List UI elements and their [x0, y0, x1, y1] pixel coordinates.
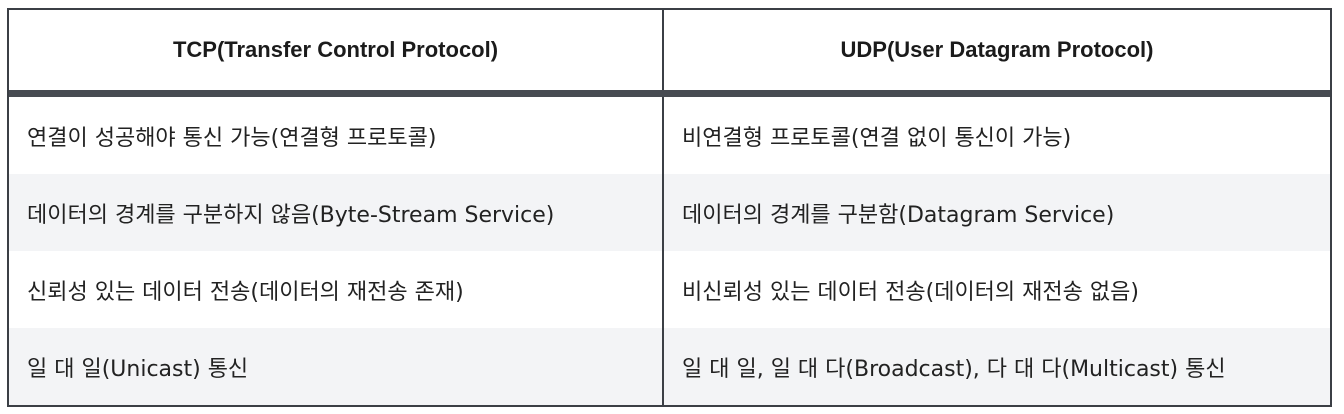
table-row: 연결이 성공해야 통신 가능(연결형 프로토콜) 비연결형 프로토콜(연결 없이… — [9, 93, 1330, 174]
comparison-table-container: TCP(Transfer Control Protocol) UDP(User … — [7, 8, 1332, 407]
udp-cell: 비연결형 프로토콜(연결 없이 통신이 가능) — [662, 93, 1330, 174]
table-row: 신뢰성 있는 데이터 전송(데이터의 재전송 존재) 비신뢰성 있는 데이터 전… — [9, 251, 1330, 328]
table-body: 연결이 성공해야 통신 가능(연결형 프로토콜) 비연결형 프로토콜(연결 없이… — [9, 93, 1330, 405]
udp-cell: 일 대 일, 일 대 다(Broadcast), 다 대 다(Multicast… — [662, 328, 1330, 405]
tcp-cell: 일 대 일(Unicast) 통신 — [9, 328, 663, 405]
tcp-cell: 데이터의 경계를 구분하지 않음(Byte-Stream Service) — [9, 174, 663, 251]
table-header: TCP(Transfer Control Protocol) UDP(User … — [9, 10, 1330, 97]
tcp-udp-comparison-table: TCP(Transfer Control Protocol) UDP(User … — [9, 10, 1330, 405]
udp-cell: 데이터의 경계를 구분함(Datagram Service) — [662, 174, 1330, 251]
header-tcp: TCP(Transfer Control Protocol) — [9, 10, 663, 97]
header-row: TCP(Transfer Control Protocol) UDP(User … — [9, 10, 1330, 97]
header-udp: UDP(User Datagram Protocol) — [662, 10, 1330, 97]
udp-cell: 비신뢰성 있는 데이터 전송(데이터의 재전송 없음) — [662, 251, 1330, 328]
table-row: 일 대 일(Unicast) 통신 일 대 일, 일 대 다(Broadcast… — [9, 328, 1330, 405]
tcp-cell: 연결이 성공해야 통신 가능(연결형 프로토콜) — [27, 125, 437, 151]
table-row: 데이터의 경계를 구분하지 않음(Byte-Stream Service) 데이… — [9, 174, 1330, 251]
tcp-cell: 신뢰성 있는 데이터 전송(데이터의 재전송 존재) — [27, 279, 464, 305]
